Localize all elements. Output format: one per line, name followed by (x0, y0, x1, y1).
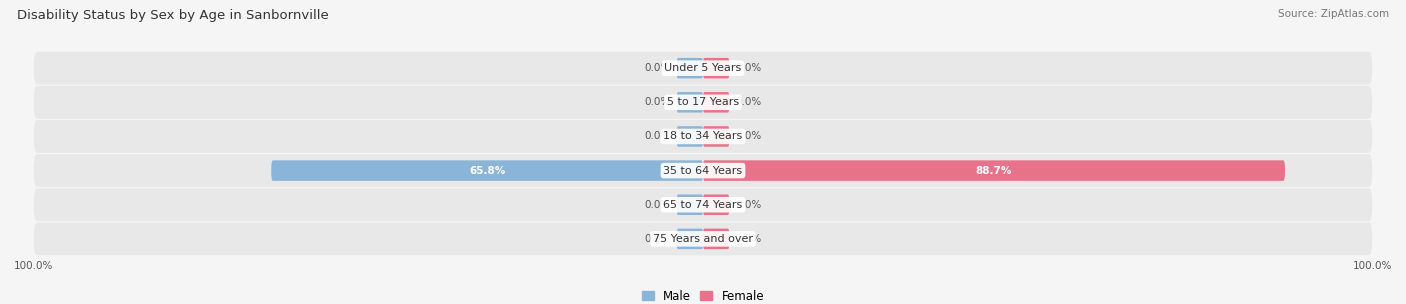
FancyBboxPatch shape (34, 154, 1372, 187)
Text: 0.0%: 0.0% (735, 200, 762, 210)
FancyBboxPatch shape (34, 86, 1372, 119)
FancyBboxPatch shape (676, 195, 703, 215)
Text: 75 Years and over: 75 Years and over (652, 234, 754, 244)
Text: 65 to 74 Years: 65 to 74 Years (664, 200, 742, 210)
FancyBboxPatch shape (703, 58, 730, 78)
Text: 0.0%: 0.0% (644, 131, 671, 141)
FancyBboxPatch shape (676, 92, 703, 112)
FancyBboxPatch shape (676, 126, 703, 147)
Text: 0.0%: 0.0% (735, 97, 762, 107)
FancyBboxPatch shape (34, 52, 1372, 85)
Text: 0.0%: 0.0% (644, 234, 671, 244)
FancyBboxPatch shape (703, 126, 730, 147)
Text: 100.0%: 100.0% (14, 261, 53, 271)
Text: 5 to 17 Years: 5 to 17 Years (666, 97, 740, 107)
Text: Disability Status by Sex by Age in Sanbornville: Disability Status by Sex by Age in Sanbo… (17, 9, 329, 22)
Text: 65.8%: 65.8% (470, 166, 505, 176)
Text: 88.7%: 88.7% (976, 166, 1012, 176)
Text: Under 5 Years: Under 5 Years (665, 63, 741, 73)
FancyBboxPatch shape (703, 195, 730, 215)
FancyBboxPatch shape (34, 188, 1372, 221)
FancyBboxPatch shape (703, 229, 730, 249)
Text: Source: ZipAtlas.com: Source: ZipAtlas.com (1278, 9, 1389, 19)
Text: 0.0%: 0.0% (735, 63, 762, 73)
Text: 0.0%: 0.0% (735, 234, 762, 244)
Text: 0.0%: 0.0% (644, 97, 671, 107)
Text: 0.0%: 0.0% (644, 63, 671, 73)
FancyBboxPatch shape (703, 92, 730, 112)
FancyBboxPatch shape (703, 160, 1285, 181)
FancyBboxPatch shape (676, 58, 703, 78)
Text: 100.0%: 100.0% (1353, 261, 1392, 271)
FancyBboxPatch shape (34, 223, 1372, 255)
Text: 18 to 34 Years: 18 to 34 Years (664, 131, 742, 141)
Text: 0.0%: 0.0% (644, 200, 671, 210)
FancyBboxPatch shape (676, 229, 703, 249)
Legend: Male, Female: Male, Female (637, 285, 769, 304)
FancyBboxPatch shape (34, 120, 1372, 153)
Text: 0.0%: 0.0% (735, 131, 762, 141)
Text: 35 to 64 Years: 35 to 64 Years (664, 166, 742, 176)
FancyBboxPatch shape (271, 160, 703, 181)
